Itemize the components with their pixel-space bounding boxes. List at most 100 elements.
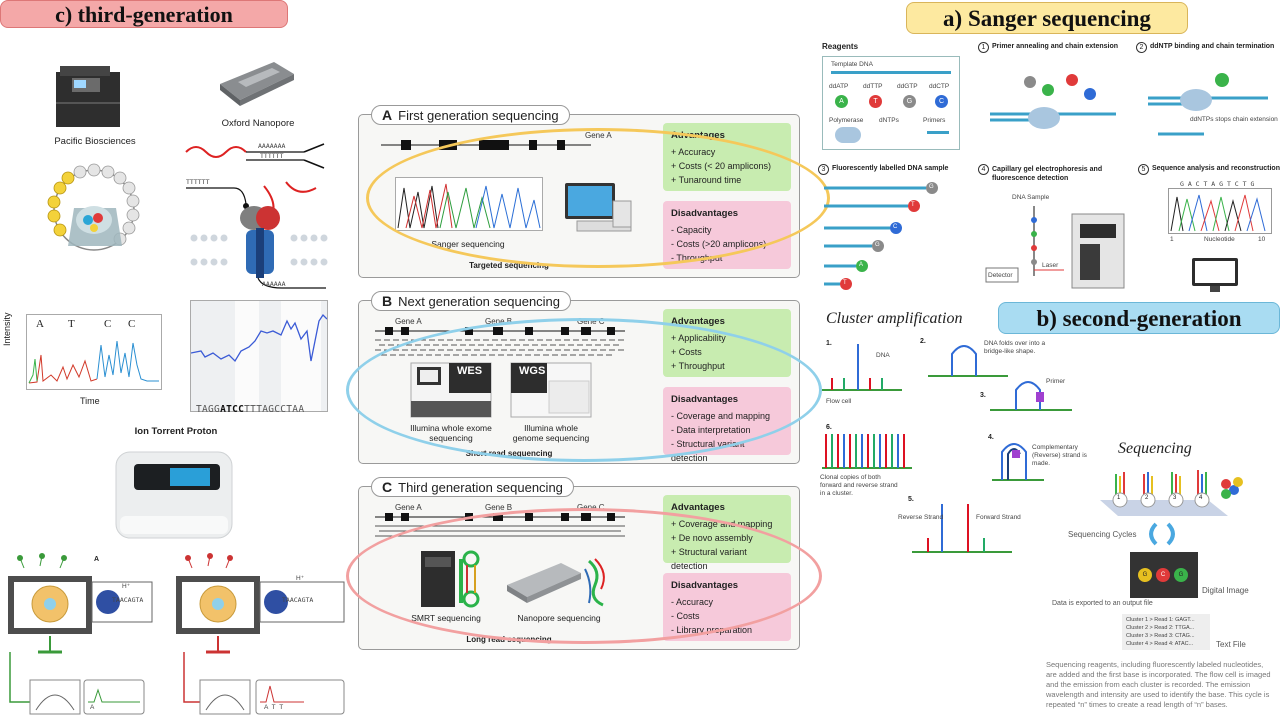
- cluster-step-6: 6.: [826, 424, 832, 431]
- primer-label-second: Primer: [1046, 378, 1066, 385]
- axis-start: 1: [1170, 236, 1174, 243]
- next-gen-highlight-oval: [346, 318, 822, 462]
- reagents-title: Reagents: [822, 42, 859, 51]
- fragment-label-5: A: [859, 262, 864, 268]
- sanger-badge: a) Sanger sequencing: [906, 2, 1188, 34]
- pacbio-label: Pacific Biosciences: [54, 136, 136, 147]
- trace-base-c1: C: [104, 318, 112, 330]
- next-generation-title: Next generation sequencing: [398, 294, 561, 309]
- ion-torrent-machine-image: [110, 444, 238, 542]
- dna-label: DNA: [876, 352, 890, 359]
- nanopore-adapter-illustration: [184, 140, 334, 170]
- cluster-amplification-title: Cluster amplification: [826, 310, 963, 327]
- flow-cell-label: Flow cell: [826, 398, 852, 405]
- ddttp-label: ddTTP: [863, 83, 883, 90]
- step1-illustration: [986, 62, 1120, 148]
- clonal-note: Clonal copies of both forward and revers…: [820, 474, 898, 497]
- poly-a-bottom: AAAAAA: [262, 280, 286, 288]
- fragment-label-2: T: [911, 202, 915, 208]
- read-sequence-suffix: TTTAGCCTAA: [244, 404, 305, 415]
- reverse-strand-label: Reverse Strand: [898, 514, 944, 521]
- cluster-num-1: 1: [1117, 495, 1121, 501]
- time-axis-label: Time: [80, 396, 100, 406]
- read-sequence: TAGGATCCTTTAGCCTAA: [196, 404, 304, 415]
- gene-b-label-next: Gene B: [485, 317, 513, 326]
- cluster-step-2: 2.: [920, 338, 926, 345]
- flow-cell-sequencing-illustration: [1098, 460, 1248, 520]
- cluster-step-4: 4.: [988, 434, 994, 441]
- fragment-label-1: G: [929, 184, 934, 190]
- forward-strand-label: Forward Strand: [976, 514, 1021, 521]
- bridge-note: DNA folds over into a bridge-like shape.: [984, 340, 1046, 355]
- digital-spot-c: C: [1156, 568, 1170, 582]
- step3-title: Fluorescently labelled DNA sample: [832, 165, 949, 172]
- digital-spot-g: G: [1138, 568, 1152, 582]
- next-advantages-title: Advantages: [671, 316, 725, 327]
- cluster-step-3: 3.: [980, 392, 986, 399]
- ddctp-label: ddCTP: [929, 83, 950, 90]
- cluster-read-row: Cluster 3 > Read 3: CTAG...: [1126, 633, 1195, 639]
- dntps-label: dNTPs: [879, 117, 899, 124]
- ion-meter-right-label: A T T: [264, 704, 285, 711]
- next-generation-letter: B: [382, 293, 393, 309]
- text-file-label: Text File: [1216, 640, 1246, 649]
- sequencing-cycles-label: Sequencing Cycles: [1068, 530, 1137, 539]
- third-advantages-title: Advantages: [671, 502, 725, 513]
- ion-seq-right: TAACAGTA: [282, 596, 314, 604]
- laser-label: Laser: [1042, 262, 1059, 269]
- step2-number-icon: 2: [1136, 42, 1147, 53]
- step2-illustration: [1144, 62, 1276, 142]
- first-gen-highlight-oval: [366, 128, 830, 268]
- sequencing-paragraph: Sequencing reagents, including fluoresce…: [1046, 660, 1271, 709]
- cluster-read-row: Cluster 4 > Read 4: ATAC...: [1126, 641, 1194, 647]
- cluster-num-3: 3: [1173, 495, 1177, 501]
- step4-title: Capillary gel electrophoresis and fluore…: [992, 166, 1103, 182]
- third-gen-highlight-oval: [346, 508, 822, 644]
- ion-h-plus-left: H⁺: [122, 583, 131, 590]
- step1-title: Primer annealing and chain extension: [992, 43, 1119, 50]
- third-generation-title: Third generation sequencing: [398, 480, 563, 495]
- nucleotide-a-icon: A: [835, 95, 848, 108]
- nucleotide-t-icon: T: [869, 95, 882, 108]
- ddgtp-label: ddGTP: [897, 83, 918, 90]
- nanopore-membrane-illustration: [186, 178, 334, 296]
- read-sequence-bold: ATCC: [220, 404, 245, 415]
- clusters-file: Cluster 1 > Read 1: GAGT... Cluster 2 > …: [1122, 614, 1210, 650]
- ddatp-label: ddATP: [829, 83, 849, 90]
- step2-title: ddNTP binding and chain termination: [1150, 43, 1275, 50]
- template-dna-strand: [831, 71, 951, 74]
- poly-t-top: TTTTTT: [260, 152, 284, 160]
- read-sequence-prefix: TAGG: [196, 404, 221, 415]
- fragment-label-3: C: [893, 224, 898, 230]
- step1-number-icon: 1: [978, 42, 989, 53]
- axis-end: 10: [1258, 236, 1266, 243]
- trace-base-a: A: [36, 318, 44, 330]
- nanopore-current-trace: [190, 300, 328, 412]
- step3-number-icon: 3: [818, 164, 829, 175]
- second-generation-badge: b) second-generation: [998, 302, 1280, 334]
- cluster-amplification-illustration: [818, 334, 1038, 556]
- primer-icon: [927, 131, 949, 134]
- gene-b-label-third: Gene B: [485, 503, 513, 512]
- complementary-step-illustration: [990, 436, 1046, 486]
- gene-a-label-third: Gene A: [395, 503, 422, 512]
- nanopore-label: Oxford Nanopore: [221, 118, 295, 129]
- digital-spot-g2: G: [1174, 568, 1188, 582]
- first-generation-header: A First generation sequencing: [371, 105, 570, 125]
- third-generation-header: C Third generation sequencing: [371, 477, 574, 497]
- gene-a-label-next: Gene A: [395, 317, 422, 326]
- primer-step-illustration: [986, 370, 1076, 418]
- trace-base-c2: C: [128, 318, 136, 330]
- cluster-step-5: 5.: [908, 496, 914, 503]
- targeted-sequencing-caption: Targeted sequencing: [469, 261, 549, 270]
- cluster-read-row: Cluster 1 > Read 1: GAGT...: [1126, 617, 1195, 623]
- sanger-result-chromatogram: [1168, 188, 1272, 234]
- primers-label: Primers: [923, 117, 946, 124]
- third-generation-letter: C: [382, 479, 393, 495]
- step4-number-icon: 4: [978, 164, 989, 175]
- template-dna-label: Template DNA: [831, 61, 873, 68]
- minion-device-image: [214, 56, 298, 110]
- capillary-electrophoresis-illustration: [984, 204, 1132, 292]
- sequencing-title: Sequencing: [1118, 440, 1192, 457]
- exported-label: Data is exported to an output file: [1052, 600, 1153, 607]
